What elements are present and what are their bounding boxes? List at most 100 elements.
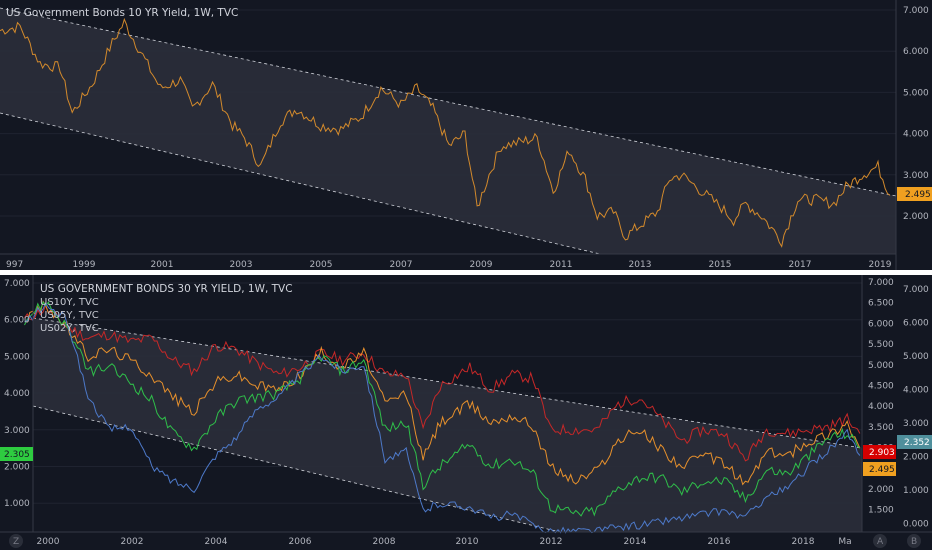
- top-time-tick: 2003: [230, 260, 253, 270]
- top-time-tick: 2005: [310, 260, 333, 270]
- top-price-badge-label: 2.495: [905, 190, 931, 200]
- bottom-right-a-price-tick: 5.000: [868, 361, 894, 371]
- bottom-right-a-price-tick: 3.500: [868, 423, 894, 433]
- bottom-time-tick: 2018: [792, 537, 815, 547]
- bottom-time-tick: 2006: [289, 537, 312, 547]
- orange-price-badge-label: 2.495: [869, 465, 895, 475]
- bottom-series-line-us05y: [24, 301, 861, 517]
- bottom-right-price-axis-b[interactable]: 7.000 6.000 5.000 4.000 3.000 2.000 1.000 0.000: [903, 285, 929, 530]
- bottom-channel-lower-line: [32, 405, 561, 533]
- bottom-left-price-axis[interactable]: 7.000 6.000 5.000 4.000 3.000 2.000 1.000: [4, 279, 30, 509]
- top-time-tick: 1999: [73, 260, 96, 270]
- bottom-right-a-price-tick: 7.000: [868, 278, 894, 288]
- top-time-tick: 2015: [709, 260, 732, 270]
- bottom-time-tick: 2002: [121, 537, 144, 547]
- bottom-time-axis[interactable]: 2000 2002 2004 2006 2008 2010 2012 2014 2016 2018…: [37, 537, 852, 547]
- bottom-time-tick: 2008: [373, 537, 396, 547]
- bottom-series-line-us02y: [24, 301, 861, 534]
- time-zone-button-bg: [9, 534, 23, 548]
- top-channel-lower-line: [0, 112, 601, 255]
- legend-us05y[interactable]: US05Y, TVC: [40, 310, 99, 321]
- legend-us10y[interactable]: US10Y, TVC: [40, 297, 99, 308]
- bottom-left-price-tick: 3.000: [4, 426, 30, 436]
- red-price-badge-label: 2.903: [869, 448, 895, 458]
- top-time-tick: 2007: [390, 260, 413, 270]
- bottom-left-price-tick: 2.000: [4, 463, 30, 473]
- top-price-tick: 4.000: [903, 130, 929, 140]
- top-price-badge-bg: [897, 187, 932, 201]
- auto-scale-button-bg: [873, 534, 887, 548]
- top-series-line-us10y: [0, 17, 891, 248]
- auto-scale-button[interactable]: A: [873, 534, 887, 548]
- top-time-tick: 2017: [789, 260, 812, 270]
- bottom-left-price-tick: 4.000: [4, 389, 30, 399]
- bottom-time-tick: 2004: [205, 537, 228, 547]
- bottom-right-a-price-tick: 4.000: [868, 402, 894, 412]
- top-price-tick: 5.000: [903, 88, 929, 98]
- red-price-badge: 2.903: [863, 445, 896, 459]
- teal-price-badge: 2.352: [897, 435, 932, 449]
- top-price-tick: 7.000: [903, 6, 929, 16]
- orange-price-badge-bg: [863, 462, 896, 476]
- time-zone-button[interactable]: Z: [9, 534, 23, 548]
- top-time-tick: 2009: [470, 260, 493, 270]
- bottom-right-b-price-tick: 1.000: [903, 486, 929, 496]
- left-price-badge: 2.305: [0, 447, 33, 461]
- bottom-right-b-price-tick: 7.000: [903, 285, 929, 295]
- bottom-right-a-price-tick: 6.000: [868, 319, 894, 329]
- red-price-badge-bg: [863, 445, 896, 459]
- orange-price-badge: 2.495: [863, 462, 896, 476]
- teal-price-badge-label: 2.352: [904, 438, 930, 448]
- pane-separator[interactable]: [0, 270, 932, 275]
- b-scale-button[interactable]: B: [907, 534, 921, 548]
- bottom-time-tick: 2012: [540, 537, 563, 547]
- bottom-time-tick: Ma: [838, 537, 851, 547]
- bottom-series-layer: [24, 300, 861, 534]
- bottom-right-b-price-tick: 2.000: [903, 453, 929, 463]
- bottom-time-tick: 2014: [624, 537, 647, 547]
- left-price-badge-bg: [0, 447, 33, 461]
- top-channel-upper-line: [0, 7, 897, 197]
- top-chart-title: US Government Bonds 10 YR Yield, 1W, TVC: [6, 7, 238, 19]
- top-time-tick: 2011: [550, 260, 573, 270]
- b-scale-button-label: B: [911, 537, 917, 547]
- bottom-right-a-price-tick: 1.500: [868, 506, 894, 516]
- bottom-time-tick: 2000: [37, 537, 60, 547]
- bottom-channel-upper-line: [32, 317, 863, 449]
- top-regression-channel: [0, 8, 896, 254]
- top-price-tick: 6.000: [903, 47, 929, 57]
- bottom-right-b-price-tick: 4.000: [903, 386, 929, 396]
- bottom-left-price-tick: 7.000: [4, 279, 30, 289]
- bottom-left-price-tick: 5.000: [4, 352, 30, 362]
- bottom-left-price-tick: 6.000: [4, 316, 30, 326]
- auto-scale-button-label: A: [877, 537, 884, 547]
- bottom-series-line-us10y: [24, 300, 861, 486]
- top-price-axis[interactable]: 7.000 6.000 5.000 4.000 3.000 2.000: [903, 6, 929, 222]
- left-price-badge-label: 2.305: [4, 450, 30, 460]
- teal-price-badge-bg: [897, 435, 932, 449]
- bottom-right-b-price-tick: 5.000: [903, 352, 929, 362]
- bottom-right-b-price-tick: 3.000: [903, 419, 929, 429]
- time-zone-button-label: Z: [13, 537, 19, 547]
- b-scale-button-bg: [907, 534, 921, 548]
- bottom-left-price-tick: 1.000: [4, 499, 30, 509]
- top-price-tick: 3.000: [903, 171, 929, 181]
- bottom-right-b-price-tick: 6.000: [903, 319, 929, 329]
- bottom-right-a-price-tick: 4.500: [868, 382, 894, 392]
- top-price-tick: 2.000: [903, 212, 929, 222]
- top-series-layer: [0, 17, 891, 248]
- top-time-tick: 997: [6, 260, 23, 270]
- bottom-right-a-price-tick: 2.000: [868, 485, 894, 495]
- bottom-right-a-price-tick: 6.500: [868, 299, 894, 309]
- bottom-time-tick: 2016: [708, 537, 731, 547]
- top-price-badge: 2.495: [897, 187, 932, 201]
- top-time-tick: 2013: [629, 260, 652, 270]
- bottom-series-line-us30y: [24, 303, 861, 462]
- bottom-time-tick: 2010: [456, 537, 479, 547]
- legend-us02y[interactable]: US02Y, TVC: [40, 323, 99, 334]
- bottom-regression-channel: [33, 318, 862, 532]
- top-time-axis[interactable]: 997 1999 2001 2003 2005 2007 2009 2011 2013 2015 2…: [6, 260, 892, 270]
- bottom-right-b-price-tick: 0.000: [903, 520, 929, 530]
- top-time-tick: 2019: [869, 260, 892, 270]
